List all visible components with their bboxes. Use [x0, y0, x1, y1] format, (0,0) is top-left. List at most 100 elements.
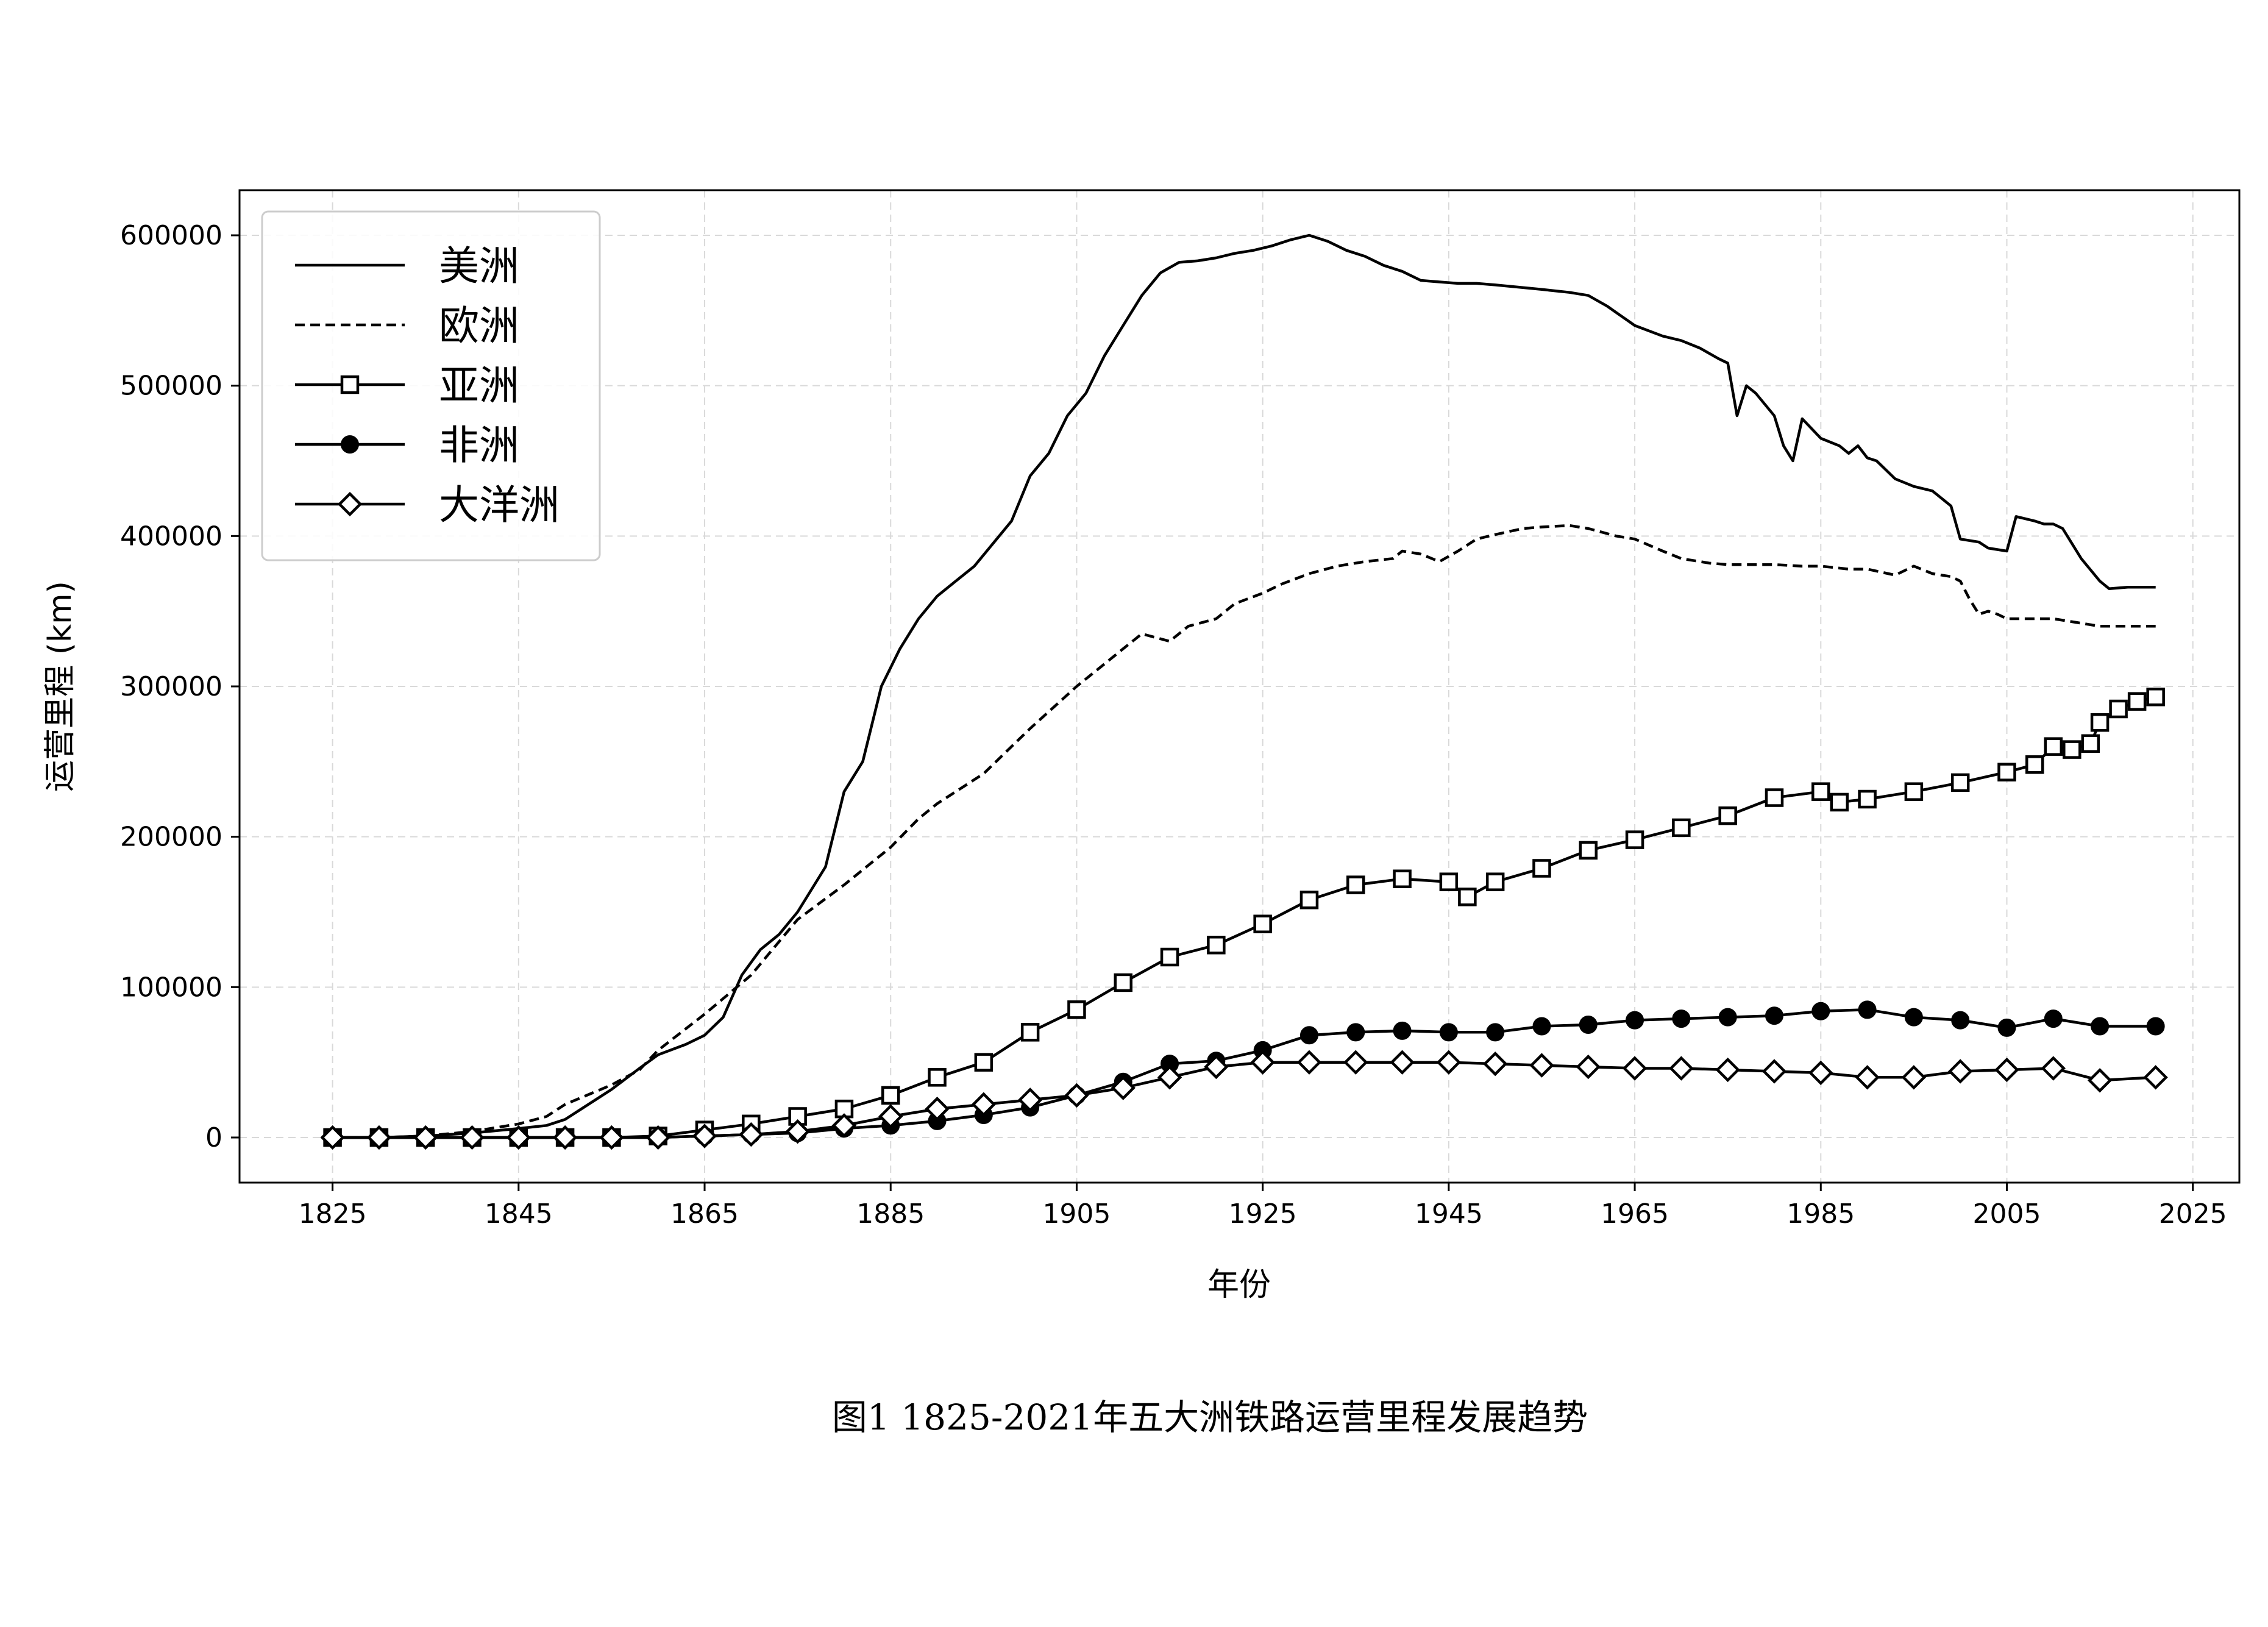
data-point — [1207, 936, 1226, 955]
series-layer — [320, 233, 2168, 1150]
data-point — [1486, 1023, 1505, 1042]
y-tick-label: 300000 — [120, 671, 222, 702]
data-point — [1626, 1011, 1644, 1030]
x-tick-label: 1925 — [1229, 1198, 1297, 1230]
data-point — [1997, 1018, 2016, 1037]
legend-label: 欧洲 — [439, 302, 519, 349]
data-point — [599, 1125, 624, 1150]
data-point — [1622, 1056, 1648, 1081]
data-point — [1458, 888, 1477, 906]
data-point — [1718, 1008, 1737, 1027]
data-point — [552, 1125, 578, 1150]
data-point — [1715, 1057, 1740, 1083]
figure-caption: 图1 1825-2021年五大洲铁路运营里程发展趋势 — [832, 1397, 1588, 1438]
legend-box — [261, 210, 601, 561]
data-point — [1669, 1056, 1694, 1081]
y-tick-label: 600000 — [120, 220, 222, 251]
y-tick-label: 100000 — [120, 972, 222, 1003]
x-tick-label: 2025 — [2159, 1198, 2227, 1230]
data-point — [1858, 1000, 1877, 1019]
data-point — [1299, 1026, 1318, 1045]
x-tick-label: 1825 — [299, 1198, 367, 1230]
data-point — [1114, 973, 1132, 992]
x-tick-label: 1945 — [1415, 1198, 1483, 1230]
legend-marker — [341, 435, 359, 454]
series-line — [332, 1008, 2156, 1139]
data-point — [1390, 1050, 1415, 1075]
data-point — [925, 1096, 950, 1122]
data-point — [1901, 1065, 1927, 1090]
legend-entry: 大洋洲 — [295, 482, 560, 529]
legend-entry: 美洲 — [295, 243, 519, 290]
x-tick-label: 1865 — [670, 1198, 739, 1230]
data-point — [1346, 875, 1365, 894]
data-point — [785, 1119, 810, 1144]
data-point — [506, 1125, 531, 1150]
data-point — [2091, 1017, 2110, 1036]
data-point — [1017, 1088, 1043, 1113]
data-point — [2044, 737, 2063, 756]
series-line — [332, 233, 2156, 1139]
data-point — [1858, 789, 1877, 809]
series-line — [332, 1061, 2156, 1139]
data-point — [1064, 1083, 1089, 1108]
data-point — [2041, 1056, 2066, 1081]
data-point — [971, 1092, 997, 1117]
series-1 — [332, 233, 2156, 1139]
data-point — [881, 1086, 900, 1105]
data-point — [1808, 1060, 1833, 1086]
data-point — [1951, 1011, 1970, 1030]
data-point — [1529, 1053, 1554, 1078]
data-point — [1204, 1054, 1229, 1080]
y-tick-label: 200000 — [120, 822, 222, 853]
series-line — [332, 524, 2156, 1139]
legend-entry: 欧洲 — [295, 302, 519, 349]
data-point — [2127, 692, 2147, 711]
data-point — [1439, 1023, 1458, 1042]
data-point — [1830, 792, 1849, 812]
data-point — [1020, 1023, 1040, 1042]
data-point — [2146, 688, 2165, 707]
data-point — [2143, 1065, 2168, 1090]
data-point — [1904, 782, 1924, 801]
legend-label: 美洲 — [439, 243, 519, 290]
data-point — [1672, 1009, 1691, 1028]
data-point — [1157, 1065, 1182, 1090]
series-2 — [332, 524, 2156, 1139]
data-point — [366, 1125, 392, 1150]
data-point — [1343, 1050, 1368, 1075]
data-point — [1393, 1021, 1412, 1040]
legend-entry: 亚洲 — [295, 362, 519, 409]
data-point — [1485, 872, 1505, 891]
legend-marker — [340, 375, 360, 394]
x-tick-label: 1845 — [485, 1198, 553, 1230]
y-tick-label: 0 — [205, 1122, 222, 1153]
data-point — [1111, 1075, 1136, 1100]
y-tick-label: 400000 — [120, 521, 222, 552]
data-point — [1765, 1006, 1783, 1025]
data-point — [1718, 806, 1737, 825]
data-point — [1482, 1051, 1508, 1077]
legend-marker — [337, 491, 363, 517]
data-point — [1950, 773, 1970, 792]
data-point — [1765, 788, 1784, 807]
data-point — [645, 1125, 670, 1150]
data-point — [1532, 1017, 1551, 1036]
data-point — [2087, 1068, 2113, 1093]
data-point — [1948, 1059, 1973, 1084]
data-point — [2063, 740, 2081, 759]
data-point — [1253, 914, 1272, 933]
legend-label: 大洋洲 — [439, 482, 560, 529]
data-point — [1811, 782, 1830, 801]
legend-label: 非洲 — [439, 422, 519, 469]
data-point — [1904, 1008, 1923, 1027]
data-point — [1997, 763, 2016, 781]
data-point — [1672, 818, 1691, 838]
data-point — [1346, 1023, 1365, 1042]
data-point — [2146, 1017, 2165, 1036]
data-point — [320, 1125, 345, 1150]
data-point — [1579, 1016, 1598, 1034]
x-tick-label: 1985 — [1786, 1198, 1855, 1230]
data-point — [974, 1053, 994, 1072]
